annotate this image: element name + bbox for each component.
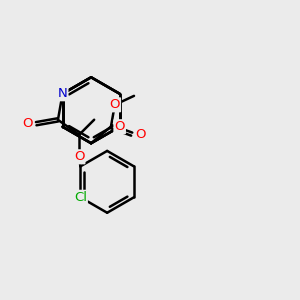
Text: Cl: Cl bbox=[74, 191, 87, 204]
Text: O: O bbox=[22, 117, 33, 130]
Text: O: O bbox=[135, 128, 146, 141]
Text: N: N bbox=[58, 87, 68, 100]
Text: O: O bbox=[110, 98, 120, 111]
Text: O: O bbox=[114, 120, 125, 133]
Text: O: O bbox=[74, 150, 84, 163]
